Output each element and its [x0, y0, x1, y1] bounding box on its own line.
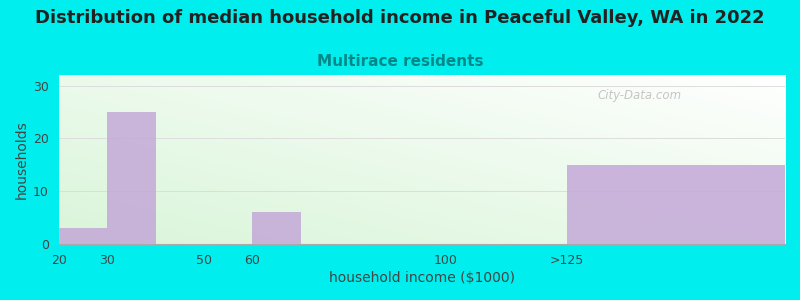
Text: City-Data.com: City-Data.com [598, 89, 682, 102]
X-axis label: household income ($1000): household income ($1000) [329, 271, 515, 285]
Bar [253, 212, 301, 244]
Y-axis label: households: households [15, 120, 29, 199]
Bar [567, 165, 785, 244]
Text: Multirace residents: Multirace residents [317, 54, 483, 69]
Bar [107, 112, 155, 244]
Bar [58, 228, 107, 244]
Text: Distribution of median household income in Peaceful Valley, WA in 2022: Distribution of median household income … [35, 9, 765, 27]
